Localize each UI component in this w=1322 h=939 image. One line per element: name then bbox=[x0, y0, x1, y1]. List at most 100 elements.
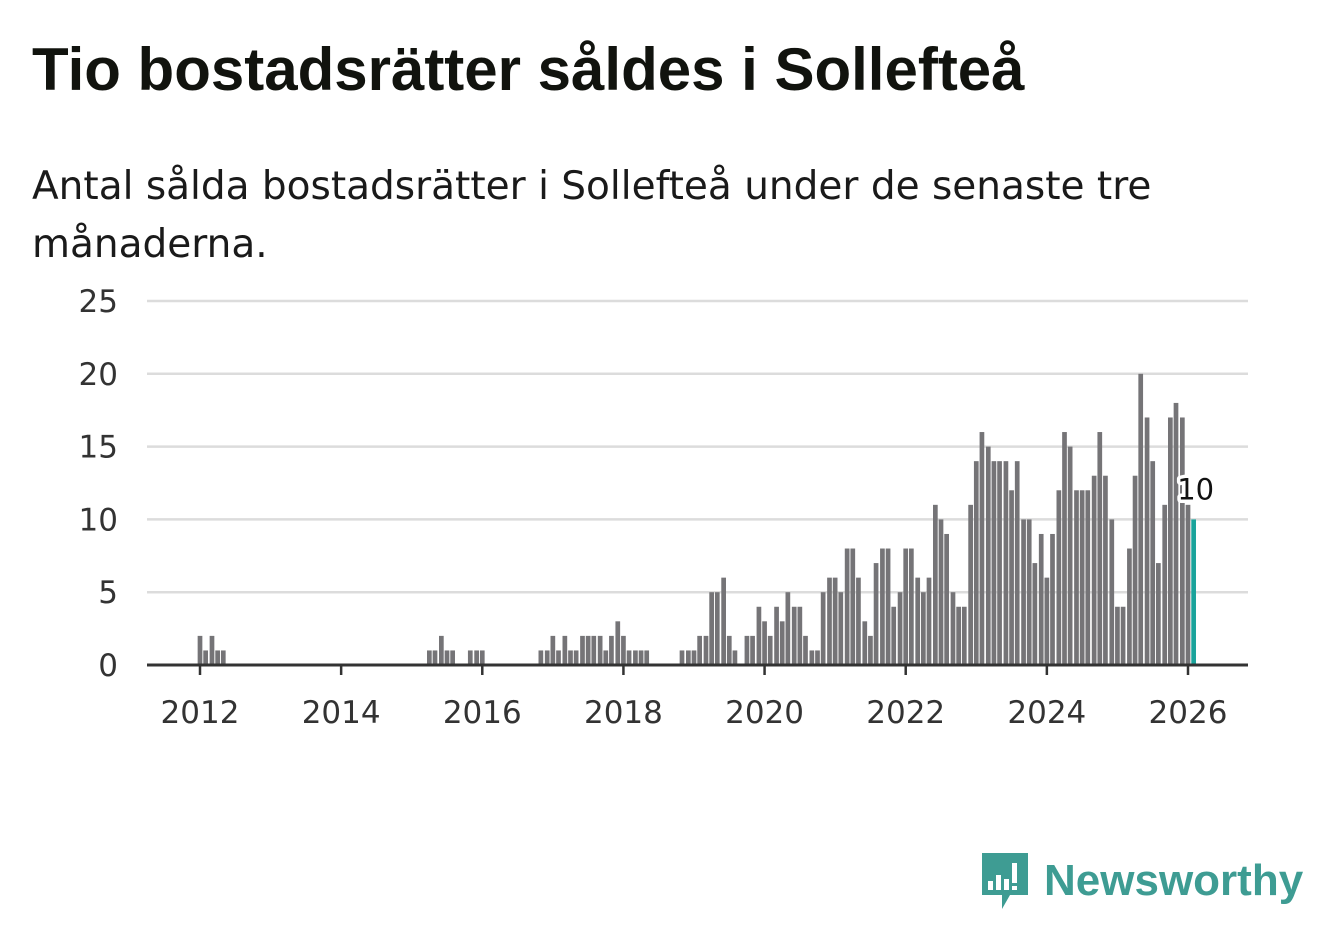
bar bbox=[1097, 432, 1103, 665]
bar bbox=[838, 592, 844, 665]
bar bbox=[556, 650, 561, 665]
bar-series bbox=[197, 373, 1196, 665]
bar bbox=[820, 592, 826, 665]
bar bbox=[815, 650, 820, 665]
bar bbox=[638, 650, 644, 665]
bar bbox=[956, 606, 961, 665]
bar bbox=[562, 635, 568, 665]
x-tick-label: 2020 bbox=[725, 695, 804, 731]
page-subtitle: Antal sålda bostadsrätter i Sollefteå un… bbox=[32, 164, 1152, 267]
bar bbox=[1009, 490, 1014, 665]
bar bbox=[891, 606, 897, 665]
bar bbox=[215, 650, 220, 665]
bar bbox=[921, 592, 926, 665]
bar bbox=[621, 635, 626, 665]
bar bbox=[803, 635, 808, 665]
bar bbox=[1050, 533, 1055, 665]
bar bbox=[626, 650, 632, 665]
bar bbox=[862, 621, 868, 665]
bar bbox=[1056, 490, 1062, 665]
bar bbox=[1144, 417, 1150, 665]
bar bbox=[779, 621, 785, 665]
bar bbox=[797, 606, 803, 665]
bar bbox=[1168, 417, 1173, 665]
bar bbox=[450, 650, 455, 665]
bar bbox=[732, 650, 738, 665]
bar bbox=[1109, 519, 1115, 665]
bar bbox=[933, 504, 938, 665]
bar bbox=[961, 606, 967, 665]
bar bbox=[1103, 475, 1108, 665]
bar bbox=[785, 592, 791, 665]
bar bbox=[1127, 548, 1132, 665]
bar bbox=[427, 650, 432, 665]
logo-bar-2 bbox=[996, 875, 1001, 890]
bar bbox=[880, 548, 885, 665]
bar bbox=[832, 577, 838, 665]
logo-dot bbox=[1012, 886, 1017, 890]
bar bbox=[968, 504, 973, 665]
y-tick-label: 10 bbox=[79, 502, 118, 538]
bar bbox=[1079, 490, 1085, 665]
bar bbox=[697, 635, 702, 665]
x-tick-label: 2012 bbox=[161, 695, 240, 731]
bar bbox=[714, 592, 720, 665]
bar bbox=[744, 635, 750, 665]
y-tick-label: 15 bbox=[79, 430, 118, 466]
bar bbox=[979, 432, 985, 665]
bar bbox=[1062, 432, 1067, 665]
bar bbox=[844, 548, 850, 665]
bar bbox=[220, 650, 226, 665]
bar bbox=[550, 635, 556, 665]
bar bbox=[985, 446, 991, 665]
bar bbox=[1132, 475, 1138, 665]
bar bbox=[538, 650, 544, 665]
bar bbox=[909, 548, 914, 665]
bar bbox=[585, 635, 591, 665]
bar bbox=[991, 461, 997, 665]
bar bbox=[915, 577, 921, 665]
page-title: Tio bostadsrätter såldes i Sollefteå bbox=[32, 36, 1025, 103]
brand-name: Newsworthy bbox=[1044, 856, 1304, 905]
bar bbox=[973, 461, 979, 665]
x-tick-label: 2014 bbox=[302, 695, 381, 731]
bar bbox=[938, 519, 944, 665]
bar bbox=[1091, 475, 1097, 665]
bar bbox=[633, 650, 638, 665]
x-axis: 0 5 10 15 20 25 2012 2014 2016 2018 2020 2022 2024 20… bbox=[79, 284, 1248, 731]
logo-bar-4 bbox=[1012, 863, 1017, 883]
bar bbox=[591, 635, 597, 665]
bar bbox=[774, 606, 779, 665]
bar bbox=[432, 650, 438, 665]
bar bbox=[1067, 446, 1073, 665]
bar bbox=[703, 635, 709, 665]
x-tick-label: 2016 bbox=[443, 695, 522, 731]
bar bbox=[444, 650, 450, 665]
bar bbox=[573, 650, 579, 665]
bar bbox=[203, 650, 208, 665]
data-label-latest: 10 bbox=[1177, 472, 1214, 506]
bar bbox=[197, 635, 203, 665]
bar bbox=[827, 577, 832, 665]
bar bbox=[709, 592, 714, 665]
bar bbox=[1180, 417, 1185, 665]
x-tick-label: 2022 bbox=[866, 695, 945, 731]
bar bbox=[950, 592, 956, 665]
bar bbox=[1032, 563, 1038, 665]
bar bbox=[1150, 461, 1156, 665]
bar bbox=[767, 635, 773, 665]
bar bbox=[686, 650, 691, 665]
bar bbox=[750, 635, 755, 665]
x-tick-label: 2026 bbox=[1149, 695, 1228, 731]
bar bbox=[850, 548, 856, 665]
bar bbox=[474, 650, 479, 665]
bar-highlight bbox=[1191, 519, 1196, 665]
bar bbox=[926, 577, 932, 665]
bar bbox=[1162, 504, 1168, 665]
bar bbox=[544, 650, 550, 665]
bar bbox=[479, 650, 485, 665]
bar bbox=[726, 635, 732, 665]
bar bbox=[568, 650, 573, 665]
